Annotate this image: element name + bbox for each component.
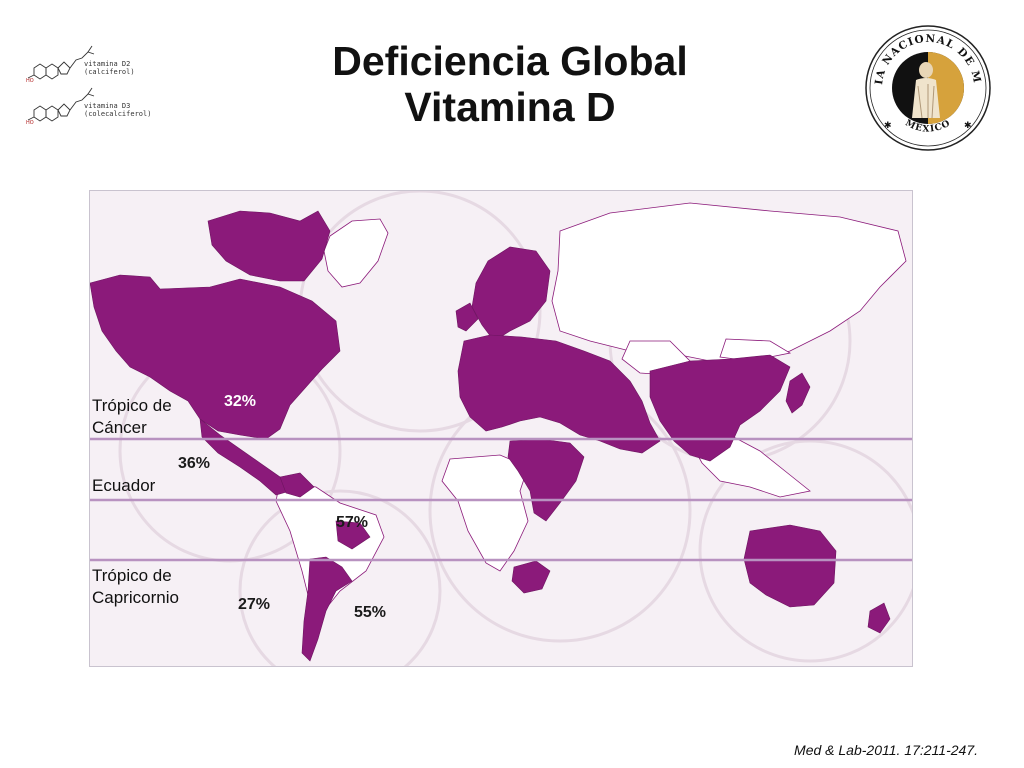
academia-seal-icon: ACADEMIA NACIONAL DE MEDICINA MÉXICO ✱ ✱ — [856, 13, 991, 151]
pct-south-america-west: 27% — [238, 596, 271, 613]
north-america — [90, 274, 341, 440]
molecule-diagram: HO HO — [26, 45, 95, 126]
pct-north-america: 32% — [224, 393, 257, 410]
south-america-other — [275, 480, 385, 612]
molecule-label-d2: vitamina D2 (calciferol) — [84, 60, 135, 76]
japan — [785, 372, 811, 414]
east-africa — [507, 438, 585, 522]
molecule-label-d3: vitamina D3 (colecalciferol) — [84, 102, 152, 118]
venezuela-colombia — [279, 472, 315, 498]
canada-arctic-islands — [207, 210, 331, 282]
title-line-1: Deficiencia Global — [332, 38, 688, 84]
title-line-2: Vitamina D — [404, 84, 616, 130]
latitude-lines — [90, 437, 912, 562]
vitamin-d-structures: HO HO vitamina D2 (calciferol) vitamina D… — [22, 38, 182, 128]
world-deficiency-map: Trópico de Cáncer Ecuador Trópico de Capri… — [89, 190, 913, 667]
world-map-graphic — [90, 191, 912, 666]
southern-cone — [301, 556, 353, 662]
europe-mideast-north-africa — [457, 334, 661, 454]
south-africa — [511, 560, 551, 594]
svg-text:✱: ✱ — [884, 120, 892, 130]
africa-south-central — [441, 454, 529, 572]
land-deficient — [90, 210, 891, 662]
australia — [743, 524, 837, 608]
europe-north — [471, 246, 551, 342]
academia-logo: ACADEMIA NACIONAL DE MEDICINA MÉXICO ✱ ✱ — [856, 13, 994, 154]
new-zealand — [867, 602, 891, 634]
tropic-of-capricorn-label: Trópico de Capricornio — [92, 566, 179, 607]
pct-south-america-north: 57% — [336, 514, 369, 531]
citation: Med & Lab-2011. 17:211-247. — [794, 742, 978, 758]
slide-title: Deficiencia Global Vitamina D — [290, 38, 730, 130]
equator-label: Ecuador — [92, 476, 156, 495]
pct-central-america: 36% — [178, 455, 211, 472]
tropic-of-cancer-label: Trópico de Cáncer — [92, 396, 172, 437]
brazil-east-portion — [335, 520, 371, 550]
svg-text:✱: ✱ — [964, 120, 972, 130]
russia — [551, 202, 907, 364]
pct-south-america-east: 55% — [354, 604, 387, 621]
svg-text:HO: HO — [26, 78, 34, 84]
china-south-asia — [649, 354, 791, 462]
greenland — [323, 218, 389, 288]
united-kingdom — [455, 302, 479, 332]
svg-text:HO: HO — [26, 120, 34, 126]
